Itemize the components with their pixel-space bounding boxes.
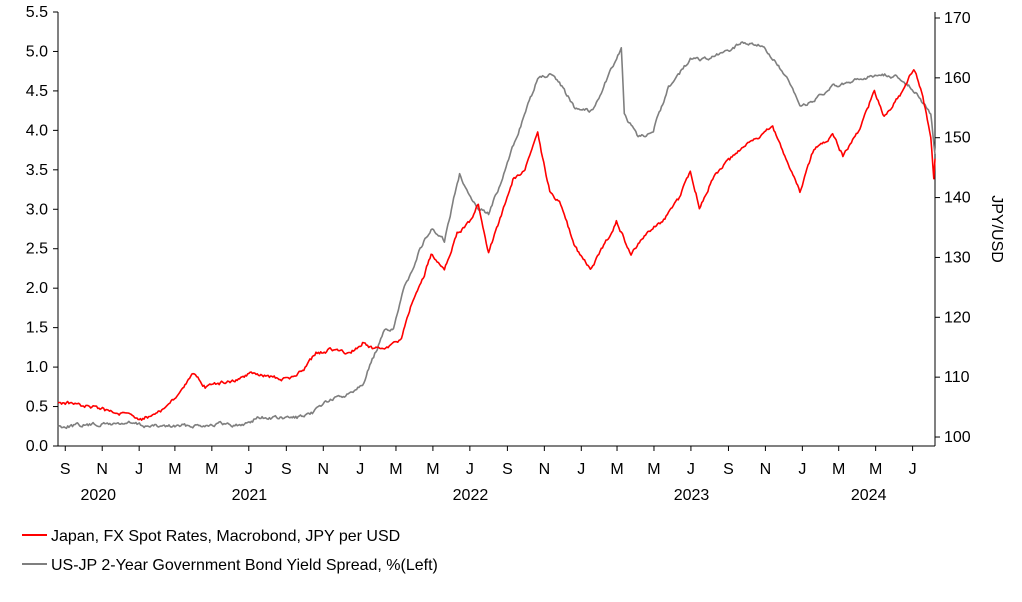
left-tick-label: 1.5	[26, 320, 48, 337]
x-month-label: J	[687, 461, 695, 478]
legend-label-jpy: Japan, FX Spot Rates, Macrobond, JPY per…	[51, 528, 400, 545]
left-tick-label: 0.5	[26, 399, 48, 416]
right-tick-label: 160	[944, 70, 971, 87]
right-tick-label: 120	[944, 309, 971, 326]
x-year-label: 2022	[453, 487, 489, 504]
x-year-label: 2024	[851, 487, 887, 504]
x-month-label: M	[205, 461, 218, 478]
x-month-label: S	[502, 461, 513, 478]
x-month-label: M	[610, 461, 623, 478]
x-month-label: J	[577, 461, 585, 478]
series-line-yield-spread	[57, 41, 936, 430]
left-tick-label: 4.5	[26, 83, 48, 100]
x-month-label: J	[466, 461, 474, 478]
x-month-label: M	[869, 461, 882, 478]
x-month-label: N	[317, 461, 329, 478]
x-month-label: M	[647, 461, 660, 478]
left-tick-label: 0.0	[26, 438, 48, 455]
left-tick-label: 5.5	[26, 4, 48, 21]
left-tick-label: 3.0	[26, 201, 48, 218]
legend-label-spread: US-JP 2-Year Government Bond Yield Sprea…	[51, 557, 438, 574]
x-month-label: S	[723, 461, 734, 478]
x-month-label: N	[96, 461, 108, 478]
left-tick-label: 2.5	[26, 241, 48, 258]
axes-layer: 0.0 0.5 1.0 1.5 2.0 2.5 3.0 3.5 4.0 4.5 5.0 5.5 100 1…	[26, 4, 1005, 504]
left-tick-label: 2.0	[26, 280, 48, 297]
x-month-label: J	[135, 461, 143, 478]
x-month-label: S	[60, 461, 71, 478]
legend: Japan, FX Spot Rates, Macrobond, JPY per…	[22, 528, 438, 574]
right-tick-label: 130	[944, 249, 971, 266]
x-month-label: M	[832, 461, 845, 478]
x-month-label: J	[245, 461, 253, 478]
series-layer	[57, 41, 936, 430]
x-month-label: J	[798, 461, 806, 478]
x-month-label: J	[909, 461, 917, 478]
left-tick-label: 3.5	[26, 162, 48, 179]
left-tick-label: 4.0	[26, 122, 48, 139]
left-tick-label: 1.0	[26, 359, 48, 376]
x-month-label: M	[168, 461, 181, 478]
left-tick-label: 5.0	[26, 43, 48, 60]
x-month-label: M	[389, 461, 402, 478]
x-year-label: 2021	[232, 487, 268, 504]
series-line-jpy-usd	[57, 69, 936, 421]
x-year-label: 2023	[674, 487, 710, 504]
right-tick-label: 170	[944, 10, 971, 27]
x-month-label: N	[539, 461, 551, 478]
right-tick-label: 100	[944, 429, 971, 446]
x-year-label: 2020	[80, 487, 116, 504]
right-axis-label: JPY/USD	[988, 195, 1005, 263]
x-month-label: M	[426, 461, 439, 478]
right-tick-label: 110	[944, 369, 970, 386]
right-tick-label: 150	[944, 130, 971, 147]
x-month-label: S	[281, 461, 292, 478]
x-month-label: J	[356, 461, 364, 478]
right-tick-label: 140	[944, 190, 971, 207]
x-month-label: N	[760, 461, 772, 478]
